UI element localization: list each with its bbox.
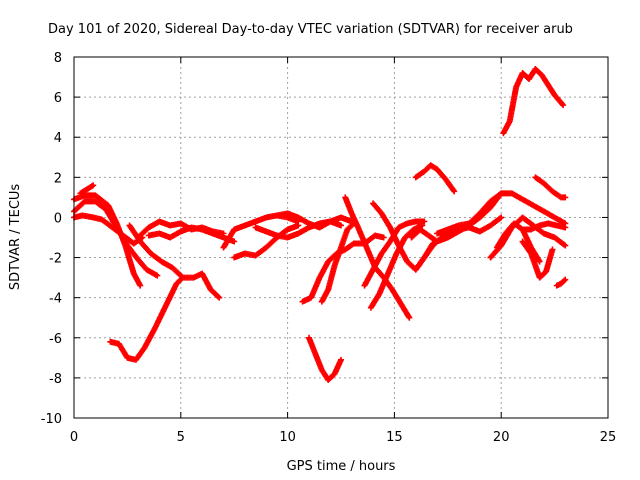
y-tick-label: -6	[49, 332, 62, 347]
x-tick-label: 5	[177, 430, 185, 445]
series-trace-16	[342, 194, 413, 321]
series-trace-15	[318, 220, 357, 305]
y-tick-label: 2	[54, 171, 62, 186]
data-point	[562, 276, 569, 283]
data-point	[215, 293, 222, 300]
series-trace-27	[519, 220, 569, 233]
data-point	[421, 218, 428, 225]
series-trace-5	[107, 276, 184, 363]
data-point	[561, 277, 568, 284]
series-trace-4	[77, 182, 97, 197]
data-point	[451, 188, 458, 195]
series-trace-21	[412, 214, 505, 273]
data-point	[562, 224, 569, 231]
data-point	[562, 242, 569, 249]
x-axis-label: GPS time / hours	[287, 459, 396, 474]
x-tick-label: 10	[279, 430, 296, 445]
series-trace-18	[367, 222, 426, 311]
x-tick-label: 15	[386, 430, 403, 445]
x-tick-label: 20	[493, 430, 510, 445]
y-tick-label: 8	[54, 51, 62, 66]
data-point	[295, 222, 302, 229]
y-axis-label: SDTVAR / TECUs	[8, 184, 23, 291]
series-trace-6	[126, 222, 223, 301]
data-point	[176, 277, 183, 284]
series-trace-30	[500, 66, 567, 137]
data-point	[90, 182, 97, 189]
data-point	[497, 215, 504, 222]
y-axis-ticks: -10 -8 -6 -4 -2 0 2 4 6 8	[41, 51, 608, 427]
data-points	[71, 66, 569, 383]
y-tick-label: 4	[54, 131, 62, 146]
x-tick-label: 25	[600, 430, 617, 445]
data-point	[560, 102, 567, 109]
plot-frame	[73, 56, 609, 419]
data-point	[498, 214, 505, 221]
data-point	[216, 294, 223, 301]
series-trace-12	[273, 210, 355, 231]
grid-lines	[74, 57, 608, 418]
data-point	[406, 314, 413, 321]
data-point	[549, 246, 556, 253]
series-trace-14	[305, 334, 344, 383]
series-trace-23	[434, 190, 569, 237]
data-point	[154, 272, 161, 279]
chart-title: Day 101 of 2020, Sidereal Day-to-day VTE…	[48, 22, 573, 37]
data-point	[559, 101, 566, 108]
data-point	[562, 194, 569, 201]
data-point	[536, 258, 543, 265]
data-point	[419, 222, 426, 229]
y-tick-label: -4	[49, 292, 62, 307]
y-tick-label: 0	[54, 211, 62, 226]
series-trace-22	[412, 162, 458, 195]
data-point	[338, 222, 344, 229]
y-tick-label: -2	[49, 252, 62, 267]
data-point	[137, 282, 144, 289]
data-point	[561, 241, 568, 248]
x-tick-label: 0	[70, 430, 78, 445]
data-point	[380, 234, 387, 241]
data-point	[231, 238, 238, 245]
series-trace-26	[519, 238, 556, 281]
series-trace-29	[553, 276, 569, 289]
y-tick-label: -8	[49, 372, 62, 387]
y-tick-label: 6	[54, 91, 62, 106]
y-tick-label: -10	[41, 412, 62, 427]
series-trace-28	[532, 174, 569, 201]
data-point	[338, 356, 344, 363]
